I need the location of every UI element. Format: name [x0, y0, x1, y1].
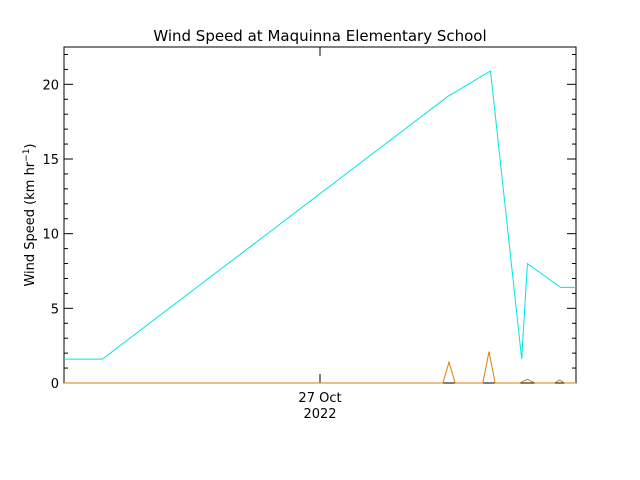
x-tick-label-year: 2022: [303, 407, 336, 422]
chart-title: Wind Speed at Maquinna Elementary School: [153, 27, 486, 45]
x-tick-label-date: 27 Oct: [298, 391, 341, 406]
y-axis-label: Wind Speed (km hr−1): [22, 143, 38, 286]
y-axis-label-exponent: −1: [22, 149, 32, 162]
series-layer: [64, 70, 576, 384]
plot-area-frame: [63, 46, 577, 384]
y-axis-label-close: ): [23, 143, 38, 148]
y-axis-minor-ticks: [64, 53, 576, 369]
y-tick-label: 15: [42, 153, 59, 168]
y-tick-label: 0: [51, 377, 59, 392]
y-tick-label: 20: [42, 78, 59, 93]
y-axis-label-main: Wind Speed (km hr: [23, 161, 38, 286]
series-line-2: [64, 351, 576, 384]
series-line-1: [64, 70, 576, 360]
y-tick-label: 10: [42, 228, 59, 243]
y-tick-label: 5: [51, 302, 59, 317]
